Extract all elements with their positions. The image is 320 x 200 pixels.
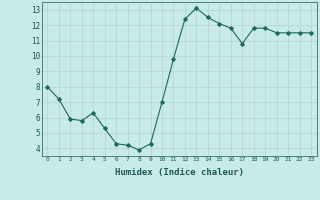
X-axis label: Humidex (Indice chaleur): Humidex (Indice chaleur) <box>115 168 244 177</box>
